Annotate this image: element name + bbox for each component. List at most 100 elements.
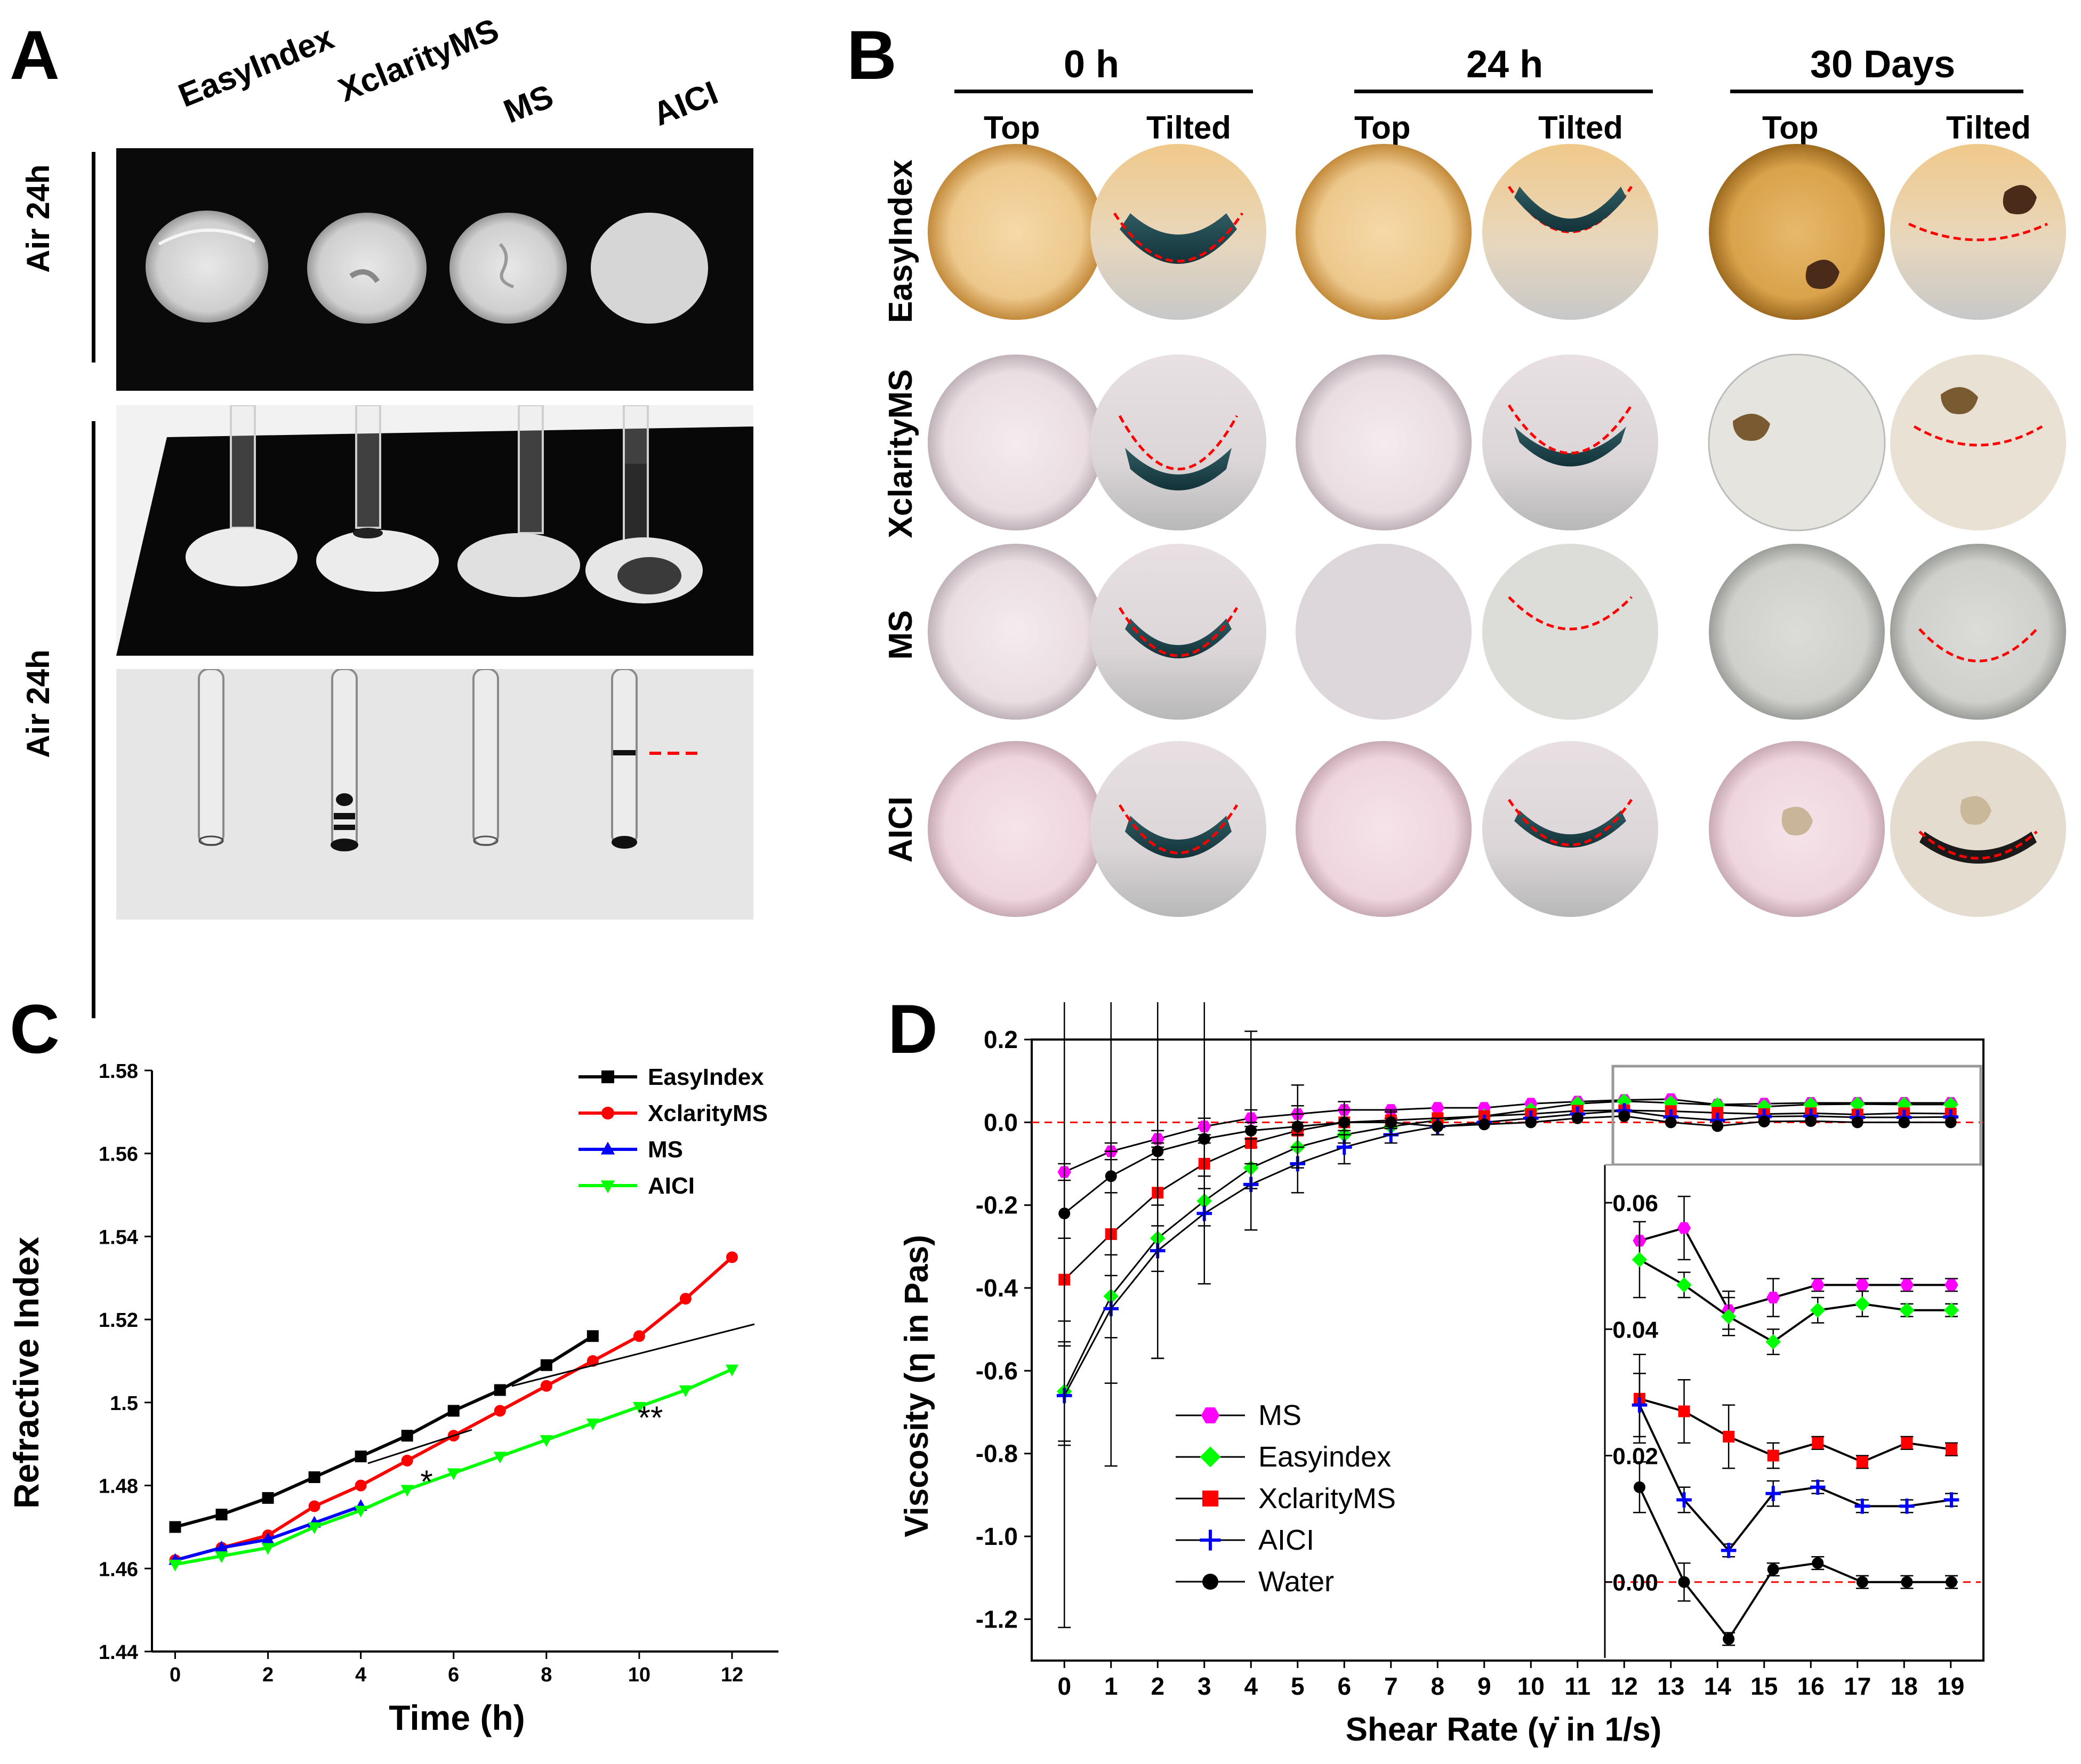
b-aici-0h-tilted-liquid	[1125, 816, 1232, 858]
b-aici-24h-top	[1296, 741, 1472, 917]
c-point-easyindex	[586, 1330, 599, 1342]
d-x-tick-label: 1	[1104, 1672, 1118, 1700]
timepoint-30days: 30 Days	[1810, 43, 1956, 86]
d-point-water	[1478, 1118, 1490, 1131]
b-aici-30d-tilted-outline	[1918, 831, 2038, 860]
d-inset-point-ms	[1900, 1279, 1914, 1291]
b-xcl-0h-top	[928, 355, 1104, 530]
d-legend-marker	[1201, 1407, 1220, 1423]
c-point-ms	[261, 1532, 275, 1544]
d-inset-series-ms	[1633, 1196, 1958, 1330]
timepoint-30days-line	[1730, 90, 2023, 93]
c-y-tick-label: 1.56	[99, 1143, 138, 1166]
d-x-tick-label: 0	[1057, 1672, 1071, 1700]
d-point-water	[1198, 1133, 1210, 1145]
d-legend-label: AICI	[1258, 1524, 1314, 1556]
b-xcl-0h-tilted-liquid	[1125, 448, 1232, 490]
c-x-tick-label: 8	[541, 1664, 552, 1686]
d-point-water	[1851, 1116, 1863, 1129]
c-y-tick-label: 1.5	[110, 1392, 138, 1415]
middle-disc-2	[316, 530, 439, 592]
d-inset-point-aici	[1765, 1486, 1781, 1501]
c-series-aici	[168, 1364, 739, 1572]
c-y-tick-label: 1.48	[99, 1476, 138, 1498]
d-x-tick-label: 16	[1797, 1672, 1825, 1700]
c-x-tick-label: 12	[721, 1664, 743, 1686]
d-point-water	[1245, 1124, 1257, 1137]
d-inset-point-ms	[1677, 1222, 1691, 1234]
d-x-tick-label: 13	[1657, 1672, 1684, 1700]
panel-a-photo-top-drawing	[146, 211, 708, 324]
c-point-easyindex	[262, 1492, 274, 1504]
panel-a-row-bracket-bottom	[92, 421, 95, 1018]
d-point-easyindex	[1709, 1097, 1725, 1113]
b-easy-30d-tilted	[1890, 144, 2066, 320]
d-point-water	[1898, 1116, 1910, 1129]
b-easy-30d-tilted-clot	[2003, 185, 2037, 214]
panel-b-dishes	[928, 144, 2066, 917]
d-inset-point-easyindex	[1632, 1252, 1648, 1268]
c-point-aici	[308, 1522, 321, 1534]
c-y-tick-label: 1.58	[99, 1060, 138, 1083]
d-point-easyindex	[1850, 1096, 1866, 1112]
c-line-easyindex	[174, 1334, 594, 1529]
b-easy-30d-top	[1709, 144, 1885, 320]
c-legend-label: AICI	[648, 1173, 695, 1199]
c-legend-marker	[600, 1180, 615, 1194]
d-inset-point-ms	[1766, 1292, 1780, 1303]
c-x-tick-label: 10	[628, 1664, 650, 1686]
c-x-tick-label: 0	[170, 1664, 181, 1686]
b-ms-30d-tilted	[1890, 544, 2066, 720]
b-ms-0h-tilted	[1090, 544, 1266, 720]
middle-disc-4-shadow	[617, 557, 681, 594]
b-xcl-30d-top-clot	[1733, 414, 1770, 441]
d-point-water	[1665, 1116, 1677, 1129]
disc-xclarityms-mark	[349, 269, 380, 283]
b-easy-30d-top-clot	[1805, 260, 1839, 289]
chart-d-legend: MS Easyindex XclarityMS AICI Water	[1176, 1399, 1396, 1598]
d-inset-point-xclarityms	[1678, 1405, 1690, 1417]
view-30d-top: Top	[1762, 110, 1819, 146]
tube-2-residue	[331, 793, 358, 851]
d-inset-point-water	[1946, 1576, 1957, 1588]
c-point-easyindex	[540, 1359, 552, 1371]
d-x-tick-label: 11	[1564, 1672, 1590, 1700]
c-point-xclarityms	[494, 1405, 506, 1417]
b-aici-30d-top-clot	[1781, 807, 1813, 836]
c-point-aici	[679, 1385, 693, 1397]
d-y-tick-label: -0.4	[976, 1274, 1018, 1302]
c-y-tick-label: 1.46	[99, 1558, 138, 1581]
d-point-water	[1945, 1116, 1957, 1129]
c-legend-label: MS	[648, 1137, 683, 1163]
d-inset-point-ms	[1945, 1279, 1958, 1291]
d-inset-line-water	[1638, 1486, 1951, 1641]
c-legend-marker	[601, 1070, 614, 1083]
b-aici-30d-tilted-liquid	[1919, 832, 2037, 864]
panel-a-photo-top	[116, 148, 753, 391]
d-x-tick-label: 7	[1384, 1672, 1398, 1700]
c-legend-marker	[600, 1141, 615, 1155]
d-point-water	[1385, 1116, 1397, 1129]
panel-a-photo-middle	[116, 404, 753, 656]
d-y-tick-label: -0.8	[976, 1440, 1018, 1468]
b-aici-24h-tilted	[1482, 741, 1658, 917]
d-inset-point-aici	[1676, 1492, 1692, 1508]
chart-c-axes: 1.44 1.46 1.48 1.5 1.52 1.54 1.56 1.58 0 2 4 6 8 10 12	[99, 1060, 778, 1686]
d-inset-line-easyindex	[1639, 1259, 1951, 1343]
b-xcl-24h-tilted-outline	[1507, 404, 1633, 455]
d-legend-label: Water	[1258, 1566, 1334, 1598]
panel-a-row-bracket-top	[92, 152, 95, 363]
d-inset-point-xclarityms	[1856, 1456, 1868, 1468]
d-inset-point-xclarityms	[1901, 1437, 1913, 1449]
d-legend-label: Easyindex	[1258, 1441, 1391, 1473]
c-legend-label: EasyIndex	[648, 1064, 764, 1090]
d-point-water	[1291, 1121, 1304, 1133]
c-point-aici	[540, 1435, 553, 1447]
d-inset-series-aici	[1632, 1373, 1959, 1558]
b-aici-24h-tilted-outline	[1507, 799, 1633, 847]
d-x-tick-label: 9	[1477, 1672, 1491, 1700]
c-point-easyindex	[355, 1451, 367, 1463]
c-y-tick-label: 1.52	[99, 1309, 138, 1332]
disc-xclarityms	[307, 213, 427, 324]
c-point-xclarityms	[355, 1479, 367, 1492]
